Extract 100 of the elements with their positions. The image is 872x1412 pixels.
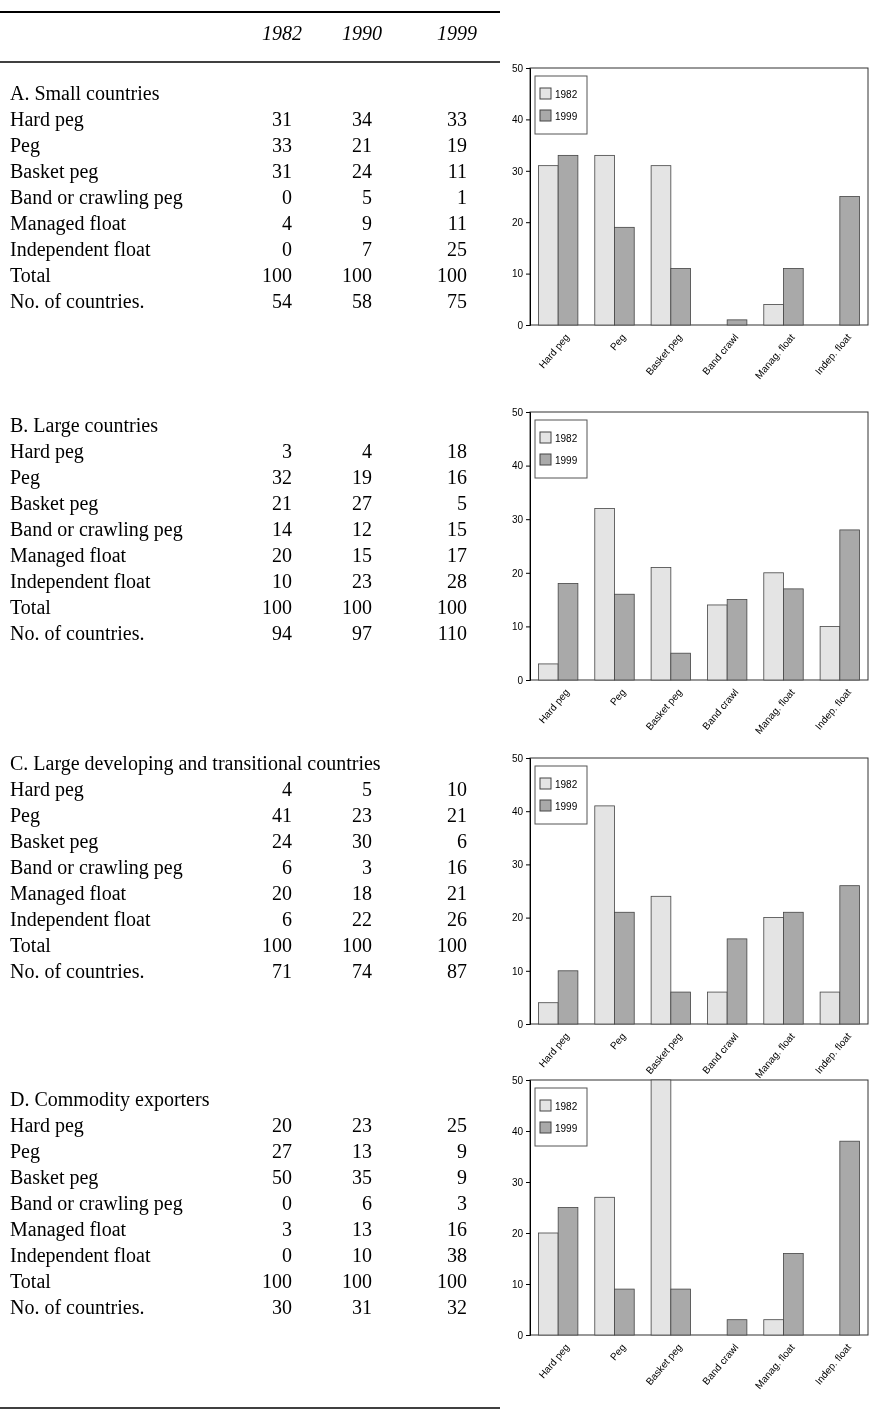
legend-label: 1999 [555,455,578,466]
data-label: 50 [272,1166,292,1188]
data-label: 26 [447,908,467,930]
text: D. Commodity exporters [10,1088,210,1111]
data-label: 0 [282,1244,292,1266]
data-label: 17 [447,544,467,566]
y-tick-label: 40 [511,460,524,472]
y-tick-label: 10 [511,268,524,280]
category-label: Managed float [10,1218,127,1241]
data-label: 19 [352,466,372,488]
data-label: 0 [282,186,292,208]
data-label: 33 [447,108,467,130]
y-tick-label: 10 [511,965,524,977]
category-label: Managed float [10,212,127,235]
category-label: Total [10,264,52,286]
data-label: 30 [272,1296,292,1318]
category-label: Basket peg [10,492,99,515]
legend-label: 1982 [555,1101,578,1112]
category-label: Total [10,1270,52,1292]
category-label: Band or crawling peg [10,1192,183,1215]
data-label: 3 [282,440,292,462]
data-label: 11 [447,160,467,182]
category-label: No. of countries. [10,290,145,312]
category-label: Peg [10,804,40,827]
data-label: 38 [447,1244,467,1266]
category-label: Peg [10,466,40,489]
y-tick-label: 50 [511,1074,524,1086]
data-label: 7 [362,238,372,260]
text: 1990 [342,22,382,44]
y-tick-label: 20 [511,912,524,924]
data-label: 13 [352,1140,372,1162]
data-label: 3 [457,1192,467,1214]
text: C. Large developing and transitional countries [10,752,381,775]
data-label: 25 [447,238,467,260]
data-label: 54 [272,290,292,312]
category-label: No. of countries. [10,960,145,982]
data-label: 5 [362,186,372,208]
data-label: 21 [352,134,372,156]
category-label: Independent float [10,908,151,931]
category-label: Basket peg [10,830,99,853]
data-label: 20 [272,1114,292,1136]
y-tick-label: 50 [511,406,524,418]
data-label: 27 [352,492,372,514]
data-label: 3 [282,1218,292,1240]
y-tick-label: 30 [511,165,524,177]
data-label: 34 [352,108,372,130]
data-label: 100 [342,596,372,618]
category-label: No. of countries. [10,622,145,644]
data-label: 31 [352,1296,372,1318]
x-tick-label: Peg [607,1341,628,1363]
data-label: 97 [352,622,372,644]
category-label: Hard peg [10,778,84,801]
category-label: Total [10,934,52,956]
text: A. Small countries [10,82,160,104]
category-label: Managed float [10,544,127,567]
data-label: 0 [282,1192,292,1214]
legend-label: 1999 [555,1123,578,1134]
data-label: 31 [272,160,292,182]
data-label: 24 [352,160,372,182]
data-label: 18 [352,882,372,904]
data-label: 30 [352,830,372,852]
data-label: 10 [272,570,292,592]
data-label: 18 [447,440,467,462]
data-label: 16 [447,466,467,488]
category-label: Basket peg [10,160,99,183]
category-label: Independent float [10,570,151,593]
category-label: Peg [10,134,40,157]
legend-label: 1999 [555,801,578,812]
legend-label: 1982 [555,779,578,790]
data-label: 12 [352,518,372,540]
data-label: 71 [272,960,292,982]
data-label: 16 [447,856,467,878]
data-label: 19 [447,134,467,156]
category-label: Hard peg [10,108,84,131]
data-label: 100 [342,934,372,956]
data-label: 9 [362,212,372,234]
legend-label: 1999 [555,111,578,122]
category-label: Band or crawling peg [10,856,183,879]
data-label: 6 [457,830,467,852]
data-label: 4 [362,440,372,462]
data-label: 23 [352,1114,372,1136]
data-label: 25 [447,1114,467,1136]
category-label: Managed float [10,882,127,905]
data-label: 24 [272,830,292,852]
data-label: 23 [352,804,372,826]
y-tick-label: 40 [511,1125,524,1137]
data-label: 100 [342,1270,372,1292]
y-tick-label: 40 [511,805,524,817]
data-label: 9 [457,1166,467,1188]
category-label: Basket peg [10,1166,99,1189]
data-label: 22 [352,908,372,930]
data-label: 10 [447,778,467,800]
data-label: 28 [447,570,467,592]
data-label: 75 [447,290,467,312]
data-label: 58 [352,290,372,312]
data-label: 15 [447,518,467,540]
data-label: 94 [272,622,292,644]
legend-label: 1982 [555,433,578,444]
text: 1982 [262,22,302,44]
y-tick-label: 30 [511,1176,524,1188]
